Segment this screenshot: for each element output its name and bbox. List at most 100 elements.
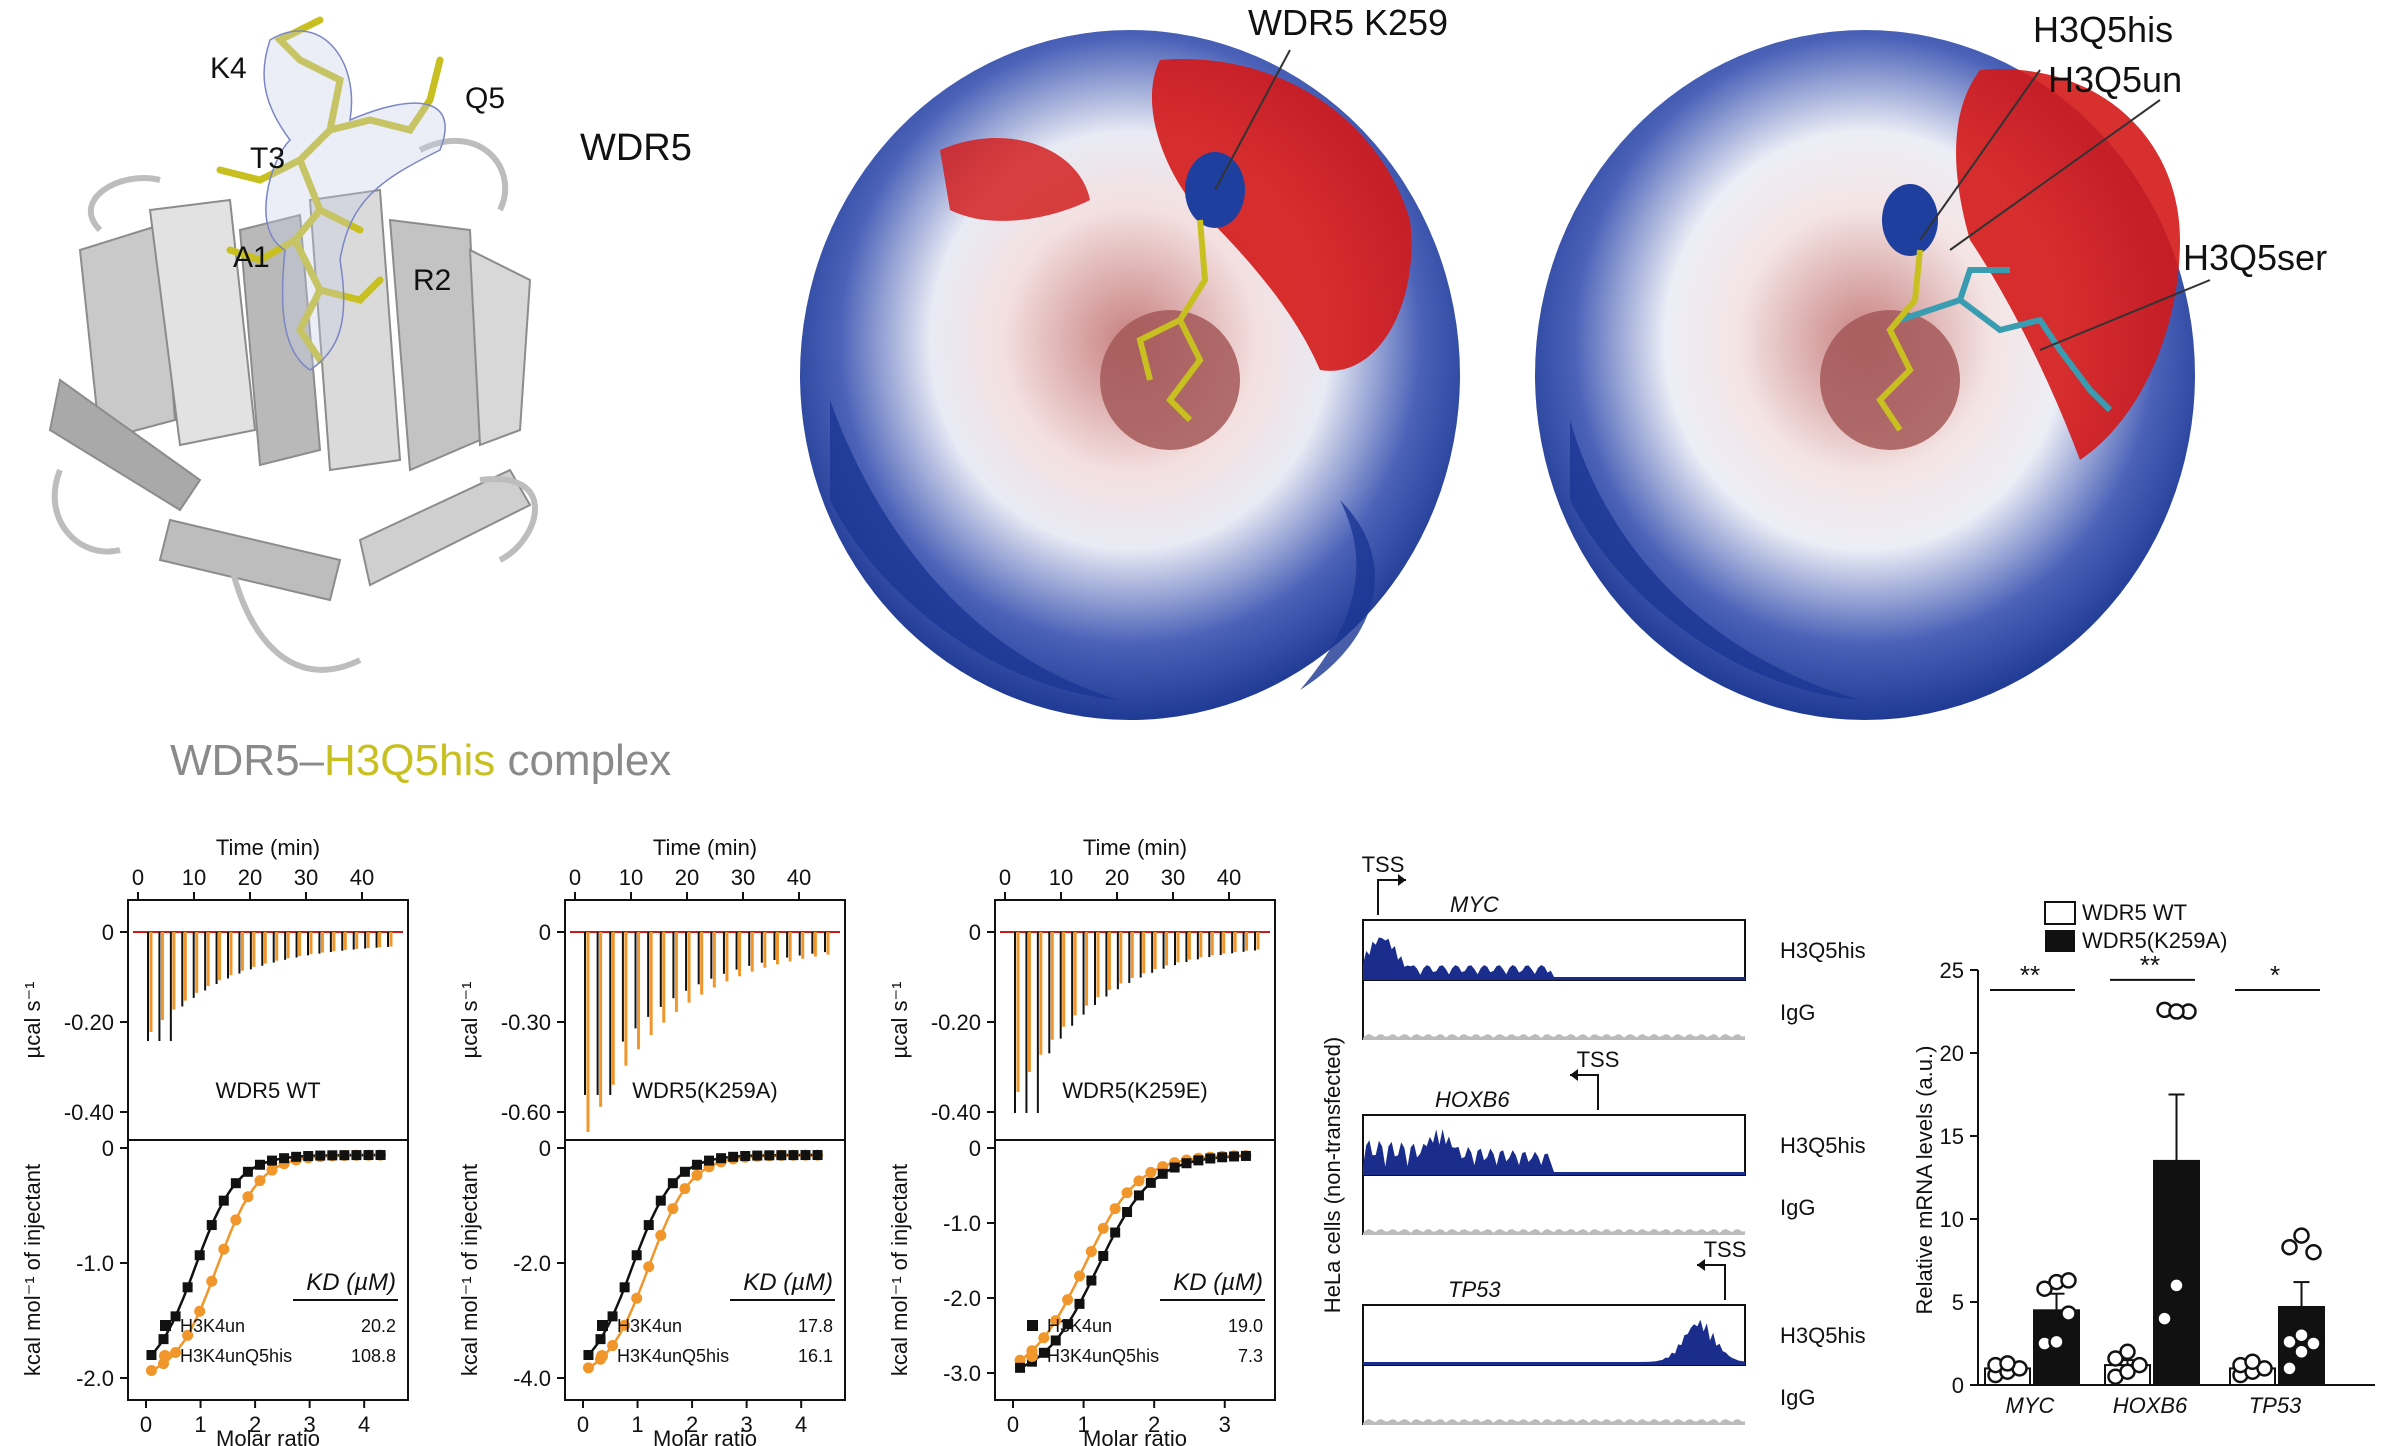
- bar-legend: WDR5 WT WDR5(K259A): [2044, 900, 2227, 953]
- gene-label: HOXB6: [1435, 1087, 1510, 1112]
- ratio-axis-label: Molar ratio: [216, 1426, 320, 1446]
- data-point-un: [1110, 1227, 1121, 1238]
- data-point-un: [1086, 1275, 1097, 1286]
- data-point-q5his: [582, 1362, 594, 1374]
- category-label: HOXB6: [2113, 1393, 2188, 1418]
- data-point-un: [170, 1311, 181, 1322]
- legend-series-name: H3K4un: [1047, 1316, 1112, 1336]
- ratio-tick-label: 0: [1007, 1412, 1019, 1437]
- top-y-tick-label: -0.40: [64, 1100, 114, 1125]
- replicate-point: [2060, 1305, 2077, 1322]
- leader-line-un: [1949, 99, 2161, 251]
- data-point-un: [1157, 1168, 1168, 1179]
- data-point-q5his: [1133, 1175, 1145, 1187]
- bar-y-tick-label: 10: [1940, 1207, 1964, 1232]
- time-tick-label: 10: [1049, 865, 1073, 890]
- data-point-un: [351, 1150, 362, 1161]
- bar-k259a: [2153, 1159, 2200, 1387]
- top-y-tick-label: -0.40: [931, 1100, 981, 1125]
- track-label-h3q5his: H3Q5his: [1780, 938, 1866, 963]
- tss-arrowhead: [1697, 1259, 1705, 1271]
- data-point-q5his: [145, 1364, 157, 1376]
- wdr5-cartoon-structure: K4 Q5 T3 A1 R2 WDR5 WDR5–H3Q5his complex: [48, 16, 692, 785]
- igg-signal: [1363, 1419, 1745, 1425]
- time-tick-label: 40: [1217, 865, 1241, 890]
- label-h3q5ser: H3Q5ser: [2183, 237, 2327, 278]
- data-point-un: [182, 1282, 193, 1293]
- data-point-un: [716, 1153, 727, 1164]
- gene-label: TP53: [1448, 1277, 1501, 1302]
- significance-marker: *: [2270, 960, 2280, 990]
- data-point-un: [776, 1150, 787, 1161]
- legend-kd-value: 17.8: [798, 1316, 833, 1336]
- ratio-axis-label: Molar ratio: [1083, 1426, 1187, 1446]
- time-tick-label: 10: [619, 865, 643, 890]
- residue-label-k4: K4: [210, 52, 247, 85]
- ratio-tick-label: 1: [631, 1412, 643, 1437]
- data-point-un: [1098, 1250, 1109, 1261]
- bottom-y-tick-label: -2.0: [943, 1286, 981, 1311]
- time-tick-label: 40: [787, 865, 811, 890]
- legend-marker-q5his: [596, 1350, 608, 1362]
- kd-header: KD (µM): [1173, 1269, 1263, 1296]
- ratio-tick-label: 0: [140, 1412, 152, 1437]
- residue-label-r2: R2: [413, 264, 451, 297]
- data-point-q5his: [242, 1191, 254, 1203]
- positive-patch: [830, 400, 1120, 700]
- data-point-un: [339, 1150, 350, 1161]
- data-point-un: [800, 1150, 811, 1161]
- replicate-point: [2244, 1353, 2261, 1371]
- data-point-un: [242, 1166, 253, 1177]
- gene-label: MYC: [1450, 892, 1499, 917]
- ratio-tick-label: 2: [686, 1412, 698, 1437]
- bottom-y-tick-label: -2.0: [76, 1366, 114, 1391]
- replicate-point: [2119, 1363, 2136, 1380]
- top-y-tick-label: -0.20: [931, 1010, 981, 1035]
- positive-patch: [1300, 500, 1375, 690]
- time-tick-label: 40: [350, 865, 374, 890]
- track-label-h3q5his: H3Q5his: [1780, 1323, 1866, 1348]
- time-axis-label: Time (min): [1083, 835, 1187, 860]
- data-point-un: [728, 1151, 739, 1162]
- negative-patch: [940, 138, 1090, 221]
- replicate-point: [2168, 1003, 2185, 1020]
- top-y-tick-label: 0: [969, 920, 981, 945]
- data-point-un: [194, 1250, 205, 1261]
- bottom-y-axis-label: kcal mol⁻¹ of injectant: [457, 1164, 482, 1376]
- data-point-un: [764, 1150, 775, 1161]
- electrostatic-surface-overlay: H3Q5his H3Q5un H3Q5ser: [1535, 9, 2327, 720]
- bar-y-tick-label: 5: [1952, 1290, 1964, 1315]
- bottom-y-tick-label: -2.0: [513, 1251, 551, 1276]
- itc-bottom-frame: [994, 1139, 1276, 1401]
- positive-patch: [1570, 420, 1860, 700]
- data-point-un: [146, 1350, 157, 1361]
- ratio-tick-label: 3: [304, 1412, 316, 1437]
- data-point-un: [704, 1155, 715, 1166]
- itc-panel-title: WDR5 WT: [215, 1078, 320, 1103]
- data-point-un: [1050, 1335, 1061, 1346]
- legend-marker-q5his: [1026, 1350, 1038, 1362]
- h3q5his-sticks: [1876, 249, 1923, 432]
- legend-marker-un: [597, 1320, 608, 1331]
- ratio-tick-label: 3: [1219, 1412, 1231, 1437]
- track-block-myc: TSS MYC H3Q5his IgG: [1362, 852, 1866, 1040]
- itc-panel-title: WDR5(K259A): [632, 1078, 777, 1103]
- replicate-point: [2060, 1272, 2077, 1289]
- replicate-point: [2131, 1356, 2148, 1374]
- time-tick-label: 20: [1105, 865, 1129, 890]
- data-point-q5his: [1062, 1294, 1074, 1306]
- tss-arrowhead: [1570, 1069, 1578, 1081]
- replicate-point: [2305, 1335, 2322, 1352]
- data-point-un: [752, 1150, 763, 1161]
- top-y-axis-label: µcal s⁻¹: [457, 982, 482, 1059]
- data-point-un: [327, 1150, 338, 1161]
- igg-signal: [1363, 1229, 1745, 1235]
- category-label: MYC: [2006, 1393, 2055, 1418]
- data-point-un: [595, 1334, 606, 1345]
- data-point-q5his: [655, 1229, 667, 1241]
- data-point-q5his: [230, 1214, 242, 1226]
- legend-series-name: H3K4unQ5his: [180, 1346, 292, 1366]
- h3q5his-signal: [1363, 937, 1745, 980]
